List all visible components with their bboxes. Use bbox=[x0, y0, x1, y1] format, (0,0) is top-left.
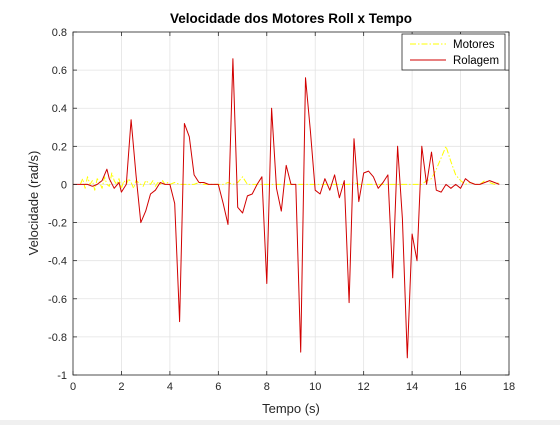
y-tick-label: -0.2 bbox=[48, 218, 67, 230]
y-tick-label: -0.4 bbox=[48, 256, 67, 268]
series-layer bbox=[73, 58, 500, 359]
y-tick-label: 0.2 bbox=[52, 141, 67, 153]
chart-title: Velocidade dos Motores Roll x Tempo bbox=[170, 11, 412, 26]
series-line-rolagem bbox=[73, 58, 500, 359]
y-tick-label: 0.8 bbox=[52, 27, 67, 39]
x-tick-labels: 0 2 4 6 8 10 12 14 16 18 bbox=[70, 381, 515, 393]
x-tick-label: 12 bbox=[358, 381, 370, 393]
x-tick-label: 6 bbox=[215, 381, 221, 393]
plot-box bbox=[72, 31, 510, 376]
legend-label-rolagem: Rolagem bbox=[453, 55, 499, 67]
x-tick-label: 2 bbox=[118, 381, 124, 393]
y-tick-label: 0 bbox=[61, 179, 67, 191]
y-tick-label: -1 bbox=[57, 370, 67, 382]
series-line-motores bbox=[79, 145, 500, 191]
x-tick-label: 14 bbox=[406, 381, 418, 393]
plot-background bbox=[73, 32, 509, 375]
y-tick-label: 0.4 bbox=[52, 103, 67, 115]
y-tick-label: -0.6 bbox=[48, 294, 67, 306]
x-tick-label: 18 bbox=[503, 381, 515, 393]
x-tick-label: 16 bbox=[454, 381, 466, 393]
legend-label-motores: Motores bbox=[453, 39, 495, 51]
y-tick-labels: -1 -0.8 -0.6 -0.4 -0.2 0 0.2 0.4 0.6 0.8 bbox=[48, 27, 67, 382]
x-tick-label: 10 bbox=[309, 381, 321, 393]
x-axis-label: Tempo (s) bbox=[262, 401, 320, 416]
y-tick-label: 0.6 bbox=[52, 65, 67, 77]
legend[interactable]: Motores Rolagem bbox=[401, 33, 506, 71]
x-tick-label: 0 bbox=[70, 381, 76, 393]
x-tick-label: 4 bbox=[167, 381, 173, 393]
y-axis-label: Velocidade (rad/s) bbox=[26, 151, 41, 256]
legend-box bbox=[401, 33, 506, 71]
ticks bbox=[72, 31, 510, 376]
x-tick-label: 8 bbox=[264, 381, 270, 393]
y-tick-label: -0.8 bbox=[48, 332, 67, 344]
